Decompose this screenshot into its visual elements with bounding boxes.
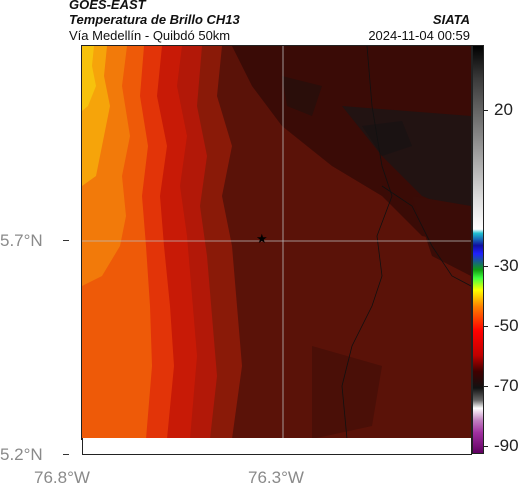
- cb-tick: [484, 386, 488, 387]
- cb-tick: [484, 110, 488, 111]
- lat-label-5-7: 5.7°N: [0, 231, 43, 250]
- lat-label-5-2: 5.2°N: [0, 445, 43, 464]
- colorbar: [472, 45, 484, 454]
- cb-tick: [484, 446, 488, 447]
- cb-tick: [484, 326, 488, 327]
- star-icon: ★: [256, 231, 268, 246]
- lat-tick: [63, 454, 69, 455]
- timestamp: 2024-11-04 00:59: [368, 28, 470, 43]
- lat-tick: [63, 240, 69, 241]
- product-title: Temperatura de Brillo CH13: [69, 12, 240, 27]
- region-subtitle: Vía Medellín - Quibdó 50km: [69, 28, 231, 43]
- agency-label: SIATA: [432, 12, 470, 27]
- brightness-temperature-map: [81, 45, 472, 440]
- lon-label-76-3: 76.3°W: [248, 468, 304, 487]
- colorbar-label-neg50: -50: [494, 316, 519, 335]
- colorbar-label-neg30: -30: [494, 256, 519, 275]
- cb-tick: [484, 266, 488, 267]
- lon-label-76-8: 76.8°W: [34, 468, 90, 487]
- colorbar-label-neg70: -70: [494, 376, 519, 395]
- boundary-line: [341, 46, 393, 439]
- river-line: [381, 185, 471, 287]
- colorbar-label-neg90: -90: [494, 436, 519, 455]
- satellite-title: GOES-EAST: [69, 0, 146, 12]
- no-data-strip: [82, 438, 472, 455]
- colorbar-label-20: 20: [494, 100, 513, 119]
- map-field: [82, 46, 471, 439]
